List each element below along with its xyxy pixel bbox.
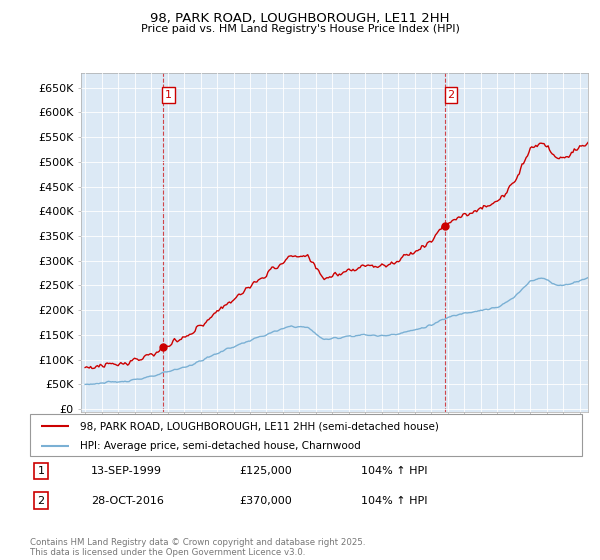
Text: 98, PARK ROAD, LOUGHBOROUGH, LE11 2HH (semi-detached house): 98, PARK ROAD, LOUGHBOROUGH, LE11 2HH (s… (80, 421, 439, 431)
Text: £125,000: £125,000 (240, 466, 293, 476)
Text: 1: 1 (165, 90, 172, 100)
Text: Contains HM Land Registry data © Crown copyright and database right 2025.
This d: Contains HM Land Registry data © Crown c… (30, 538, 365, 557)
Text: 104% ↑ HPI: 104% ↑ HPI (361, 466, 428, 476)
Text: 1: 1 (38, 466, 44, 476)
Text: 98, PARK ROAD, LOUGHBOROUGH, LE11 2HH: 98, PARK ROAD, LOUGHBOROUGH, LE11 2HH (150, 12, 450, 25)
Text: Price paid vs. HM Land Registry's House Price Index (HPI): Price paid vs. HM Land Registry's House … (140, 24, 460, 34)
Text: 104% ↑ HPI: 104% ↑ HPI (361, 496, 428, 506)
Text: 2: 2 (448, 90, 455, 100)
Text: HPI: Average price, semi-detached house, Charnwood: HPI: Average price, semi-detached house,… (80, 441, 361, 451)
Text: £370,000: £370,000 (240, 496, 293, 506)
Text: 2: 2 (37, 496, 44, 506)
Text: 28-OCT-2016: 28-OCT-2016 (91, 496, 164, 506)
Text: 13-SEP-1999: 13-SEP-1999 (91, 466, 162, 476)
